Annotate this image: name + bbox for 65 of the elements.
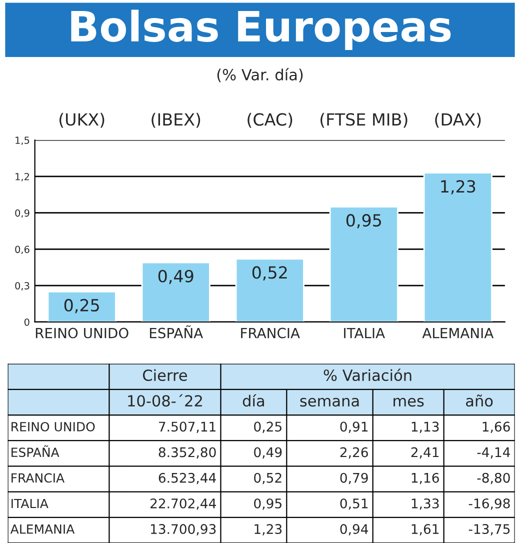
category-label: 10-08-´22 [128, 394, 202, 407]
category-label: ALEMANIA [10, 524, 75, 534]
text: 1,66 [482, 422, 510, 433]
text: 22.702,44 [150, 498, 216, 510]
text: (CAC) [248, 112, 292, 128]
y-tick-label: 0,3 [15, 282, 30, 290]
x-tick-label: ESPAÑA [150, 325, 203, 338]
x-tick-label: ITALIA [344, 328, 385, 338]
text: 1,23 [254, 524, 282, 536]
text: 0,95 [254, 498, 282, 510]
data-label: 0,95 [346, 214, 381, 228]
data-label: 0,49 [158, 270, 194, 284]
x-tick-label: FRANCIA [241, 328, 300, 338]
category-label: día [242, 394, 264, 407]
y-tick-label: 0,6 [15, 246, 30, 254]
text: 2,26 [340, 447, 368, 459]
text: 13.700,93 [150, 524, 216, 536]
text: 0,91 [340, 422, 368, 433]
bar [141, 262, 210, 322]
category-label: año [466, 394, 493, 407]
y-tick-label: 0 [24, 318, 30, 326]
category-label: REINO UNIDO [12, 422, 95, 432]
text: (IBEX) [152, 112, 200, 128]
text: -8,80 [477, 472, 510, 484]
text: 0,25 [254, 422, 282, 433]
category-label: semana [300, 398, 359, 407]
data-label: 0,25 [64, 298, 99, 314]
category-label: ESPAÑA [12, 445, 60, 458]
x-tick-label: ALEMANIA [422, 328, 494, 338]
y-tick-label: 0,9 [15, 209, 30, 218]
text: 0,49 [254, 447, 282, 459]
chart-title: Bolsas Europeas [71, 10, 451, 50]
text: 0,52 [254, 472, 282, 484]
bar [329, 206, 398, 322]
text: -13,75 [468, 524, 510, 536]
data-label: 0,52 [252, 266, 287, 280]
text: 7.507,11 [159, 422, 216, 433]
text: 0,94 [340, 524, 368, 536]
bar [423, 172, 492, 322]
category-label: FRANCIA [12, 473, 64, 483]
category-label: mes [394, 398, 424, 407]
data-label: 1,23 [441, 180, 476, 194]
text: 1,33 [412, 498, 439, 510]
x-tick-label: REINO UNIDO [36, 328, 128, 338]
y-tick-label: 1,5 [16, 136, 30, 145]
text: 1,16 [412, 472, 439, 484]
text: 1,13 [412, 422, 439, 433]
text: -16,98 [468, 498, 510, 510]
text: Cierre [142, 369, 187, 382]
text: 0,51 [340, 498, 368, 510]
text: (UKX) [60, 112, 104, 128]
category-label: ITALIA [12, 498, 48, 508]
bar [235, 258, 304, 322]
text: 6.523,44 [158, 472, 216, 484]
text: -4,14 [477, 447, 510, 459]
text: 1,61 [412, 524, 439, 536]
text: % Variación [324, 368, 412, 382]
bar [47, 290, 116, 322]
y-tick-label: 1,2 [16, 172, 30, 182]
chart-subtitle: (% Var. día) [217, 68, 303, 82]
text: (DAX) [435, 112, 481, 128]
text: 8.352,80 [158, 447, 216, 459]
text: 0,79 [340, 472, 368, 484]
text: (FTSE MIB) [320, 112, 408, 128]
text: 2,41 [411, 447, 439, 459]
